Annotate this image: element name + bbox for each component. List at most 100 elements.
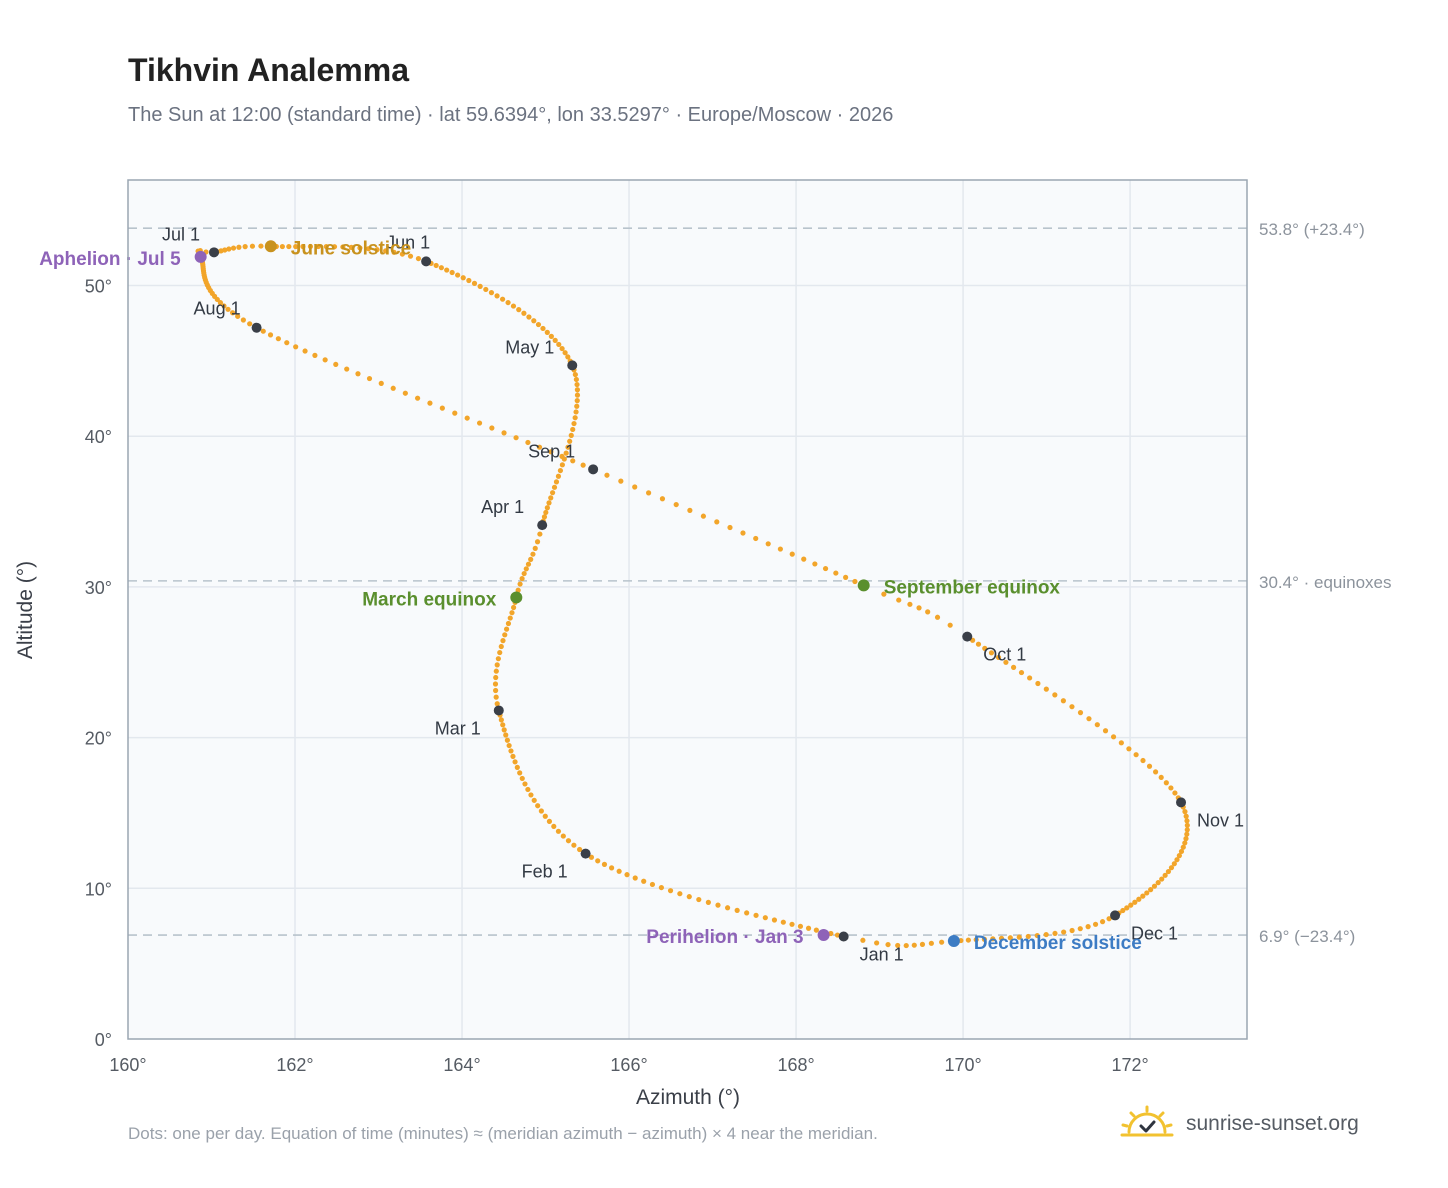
daily-sun-dot (365, 246, 372, 252)
chart-subtitle: The Sun at 12:00 (standard time) · lat 5… (128, 104, 894, 126)
daily-sun-dot (517, 581, 523, 587)
daily-sun-dot (1110, 734, 1117, 740)
daily-sun-dot (536, 444, 543, 450)
daily-sun-dot (550, 490, 556, 496)
daily-sun-dot (881, 591, 887, 597)
month-label: Nov 1 (1197, 810, 1244, 830)
daily-sun-dot (229, 310, 236, 316)
daily-sun-dot (535, 321, 542, 328)
daily-sun-dot (260, 328, 266, 334)
daily-sun-dot (514, 764, 520, 770)
daily-sun-dot (563, 450, 569, 456)
daily-sun-dot (696, 896, 702, 903)
daily-sun-dot (501, 430, 507, 436)
daily-sun-dot (1052, 692, 1058, 698)
daily-sun-dot (221, 303, 227, 309)
daily-sun-dot (714, 519, 720, 525)
daily-sun-dot (1085, 924, 1091, 930)
daily-sun-dot (1140, 757, 1146, 764)
month-marker (421, 256, 432, 267)
daily-sun-dot (1060, 698, 1066, 704)
y-axis-ticks: 0° 10° 20° 30° 40° 50° (85, 276, 112, 1050)
x-tick-label: 160° (109, 1055, 146, 1075)
x-tick-label: 164° (443, 1055, 480, 1075)
y-tick-label: 40° (85, 427, 112, 447)
daily-sun-dot (990, 936, 996, 942)
daily-sun-dot (284, 340, 290, 346)
daily-sun-dot (541, 514, 548, 520)
daily-sun-dot (279, 243, 285, 250)
aphelion-marker (194, 250, 207, 263)
daily-sun-dot (565, 354, 571, 360)
daily-sun-dot (525, 439, 531, 446)
reference-line-label: 53.8° (+23.4°) (1259, 220, 1365, 239)
daily-sun-dot (307, 243, 314, 250)
brand-name[interactable]: sunrise-sunset.org (1186, 1112, 1359, 1135)
footnote: Dots: one per day. Equation of time (min… (128, 1124, 878, 1143)
daily-sun-dot (1077, 710, 1084, 716)
daily-sun-dot (1158, 774, 1164, 781)
daily-sun-dot (753, 535, 759, 542)
daily-sun-dot (1126, 746, 1132, 752)
daily-sun-dot (833, 570, 839, 576)
y-tick-label: 30° (85, 578, 112, 598)
daily-sun-dot (505, 299, 511, 306)
daily-sun-dot (822, 565, 829, 572)
daily-sun-dot (1140, 893, 1146, 899)
x-tick-label: 170° (944, 1055, 981, 1075)
daily-sun-dot (344, 366, 350, 372)
month-label: Jan 1 (860, 945, 904, 965)
daily-sun-dot (885, 941, 891, 948)
daily-sun-dot (378, 380, 384, 386)
daily-sun-dot (521, 570, 527, 577)
daily-sun-dot (498, 643, 504, 650)
daily-sun-dot (903, 942, 909, 949)
daily-sun-dot (235, 313, 241, 319)
daily-sun-dot (540, 325, 546, 332)
daily-sun-dot (973, 937, 979, 943)
daily-sun-dot (734, 907, 740, 913)
daily-sun-dot (492, 681, 499, 687)
daily-sun-dot (580, 462, 586, 468)
daily-sun-dot (556, 341, 562, 348)
brand-logo[interactable]: sunrise-sunset.org (1120, 1104, 1359, 1144)
daily-sun-dot (502, 632, 508, 638)
month-label: Oct 1 (983, 645, 1026, 665)
daily-sun-dot (1025, 933, 1031, 940)
daily-sun-dot (995, 654, 1002, 661)
daily-sun-dot (641, 878, 647, 884)
perihelion-label: Perihelion · Jan 3 (646, 927, 803, 948)
daily-sun-dot (797, 923, 804, 929)
daily-sun-dot (407, 253, 414, 259)
daily-sun-dot (1124, 905, 1130, 911)
daily-sun-dot (1168, 865, 1175, 871)
daily-sun-dot (1061, 929, 1067, 935)
daily-sun-dot (226, 246, 232, 252)
daily-sun-dot (919, 941, 926, 947)
daily-sun-dot (1003, 659, 1009, 665)
daily-sun-dot (687, 507, 693, 514)
daily-sun-dot (753, 912, 759, 918)
daily-sun-dot (570, 426, 576, 433)
daily-sun-dot (552, 337, 558, 343)
daily-sun-dot (1159, 876, 1165, 882)
y-tick-label: 50° (85, 276, 112, 296)
equinox-label: September equinox (884, 577, 1061, 598)
daily-sun-dot (500, 638, 506, 644)
daily-sun-dot (1168, 785, 1174, 791)
daily-sun-dot (510, 604, 517, 611)
daily-sun-dot (771, 917, 778, 923)
daily-sun-dot (673, 501, 679, 508)
y-axis-label: Altitude (°) (14, 561, 37, 659)
daily-sun-dot (609, 865, 615, 871)
daily-sun-dot (466, 277, 472, 284)
daily-sun-dot (414, 395, 421, 401)
daily-sun-dot (1092, 921, 1099, 927)
daily-sun-dot (312, 352, 318, 358)
daily-sun-dot (494, 662, 500, 668)
daily-sun-dot (780, 919, 786, 925)
daily-sun-dot (483, 286, 489, 293)
daily-sun-dot (570, 458, 576, 464)
reference-lines: 53.8° (+23.4°) 30.4° · equinoxes 6.9° (−23… (128, 220, 1392, 946)
daily-sun-dot (391, 249, 397, 255)
